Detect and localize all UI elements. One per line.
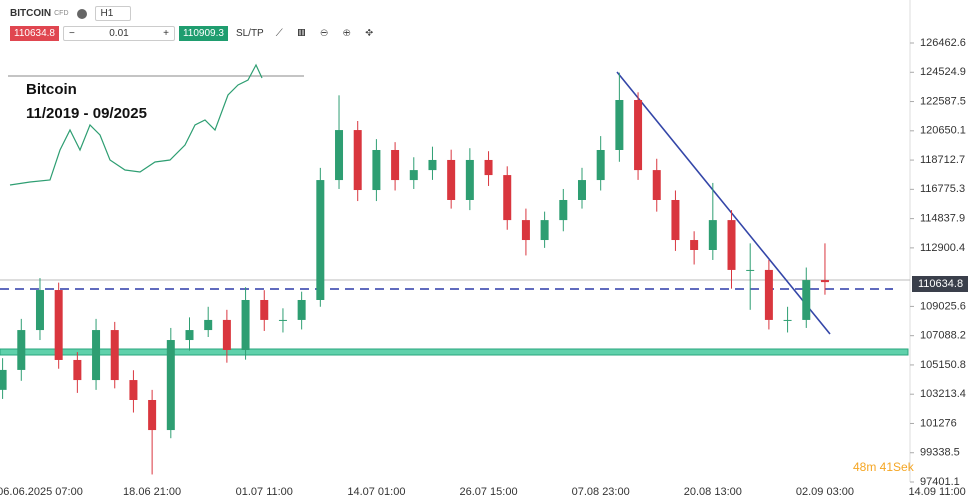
support-zone — [0, 348, 909, 356]
info-icon[interactable] — [76, 8, 87, 19]
x-tick-label: 26.07 15:00 — [459, 486, 517, 498]
x-tick-label: 14.09 11:00 — [908, 486, 965, 498]
inset-period: 11/2019 - 09/2025 — [26, 105, 147, 122]
y-tick-label: 101276 — [920, 417, 957, 429]
x-tick-label: 14.07 01:00 — [347, 486, 405, 498]
candle-body — [316, 180, 325, 300]
inset-bg — [8, 57, 304, 202]
candle-body — [727, 220, 736, 270]
y-tick-label: 112900.4 — [920, 242, 965, 254]
candle-body — [92, 330, 101, 381]
toolbar-row-2: 110634.8 − 0.01 + 110909.3 SL/TP ⟋ ▥ ⊖ ⊕ ✥ — [10, 26, 379, 41]
candle-body — [577, 180, 586, 200]
inset-title: Bitcoin — [26, 81, 77, 98]
candle-body — [409, 170, 418, 181]
tool-icons[interactable]: ⟋ ▥ ⊖ ⊕ ✥ — [275, 28, 380, 39]
price-box — [912, 276, 968, 292]
candle-body — [391, 149, 400, 181]
toolbar-row-1: BITCOIN CFD H1 — [10, 6, 131, 21]
candle-body — [465, 159, 474, 200]
x-tick-label: 20.08 13:00 — [684, 486, 742, 498]
candle-body — [166, 340, 175, 431]
candle-body — [596, 149, 605, 181]
candle-body — [35, 290, 44, 331]
candle-body — [54, 290, 63, 360]
instrument-kind: CFD — [54, 10, 69, 17]
buy-price[interactable]: 110909.3 — [178, 26, 228, 41]
y-tick-label: 97401.1 — [920, 476, 960, 488]
candle-body — [540, 220, 549, 241]
y-tick-label: 103213.4 — [920, 388, 966, 400]
candle-body — [820, 280, 829, 283]
candle-body — [372, 149, 381, 191]
y-tick-label: 99338.5 — [920, 447, 960, 459]
candle-body — [0, 369, 7, 390]
y-tick-label: 118712.7 — [920, 154, 965, 166]
timeframe[interactable]: H1 — [94, 6, 131, 21]
candle-body — [73, 359, 82, 381]
candle-body — [447, 159, 456, 200]
y-tick-label: 124524.9 — [920, 66, 966, 78]
symbol[interactable]: BITCOIN — [10, 8, 52, 19]
candle-body — [764, 269, 773, 320]
sell-price[interactable]: 110634.8 — [10, 26, 59, 41]
x-tick-label: 01.07 11:00 — [236, 486, 293, 498]
y-tick-label: 109025.6 — [920, 300, 966, 312]
candle-body — [297, 299, 306, 320]
candle-body — [185, 330, 194, 341]
x-tick-label: 18.06 21:00 — [123, 486, 181, 498]
inset: Bitcoin 11/2019 - 09/2025 — [8, 57, 304, 202]
candle-body — [503, 175, 512, 221]
candle-body — [559, 199, 568, 221]
candle-body — [690, 240, 699, 250]
candle-body — [783, 319, 792, 321]
countdown: 48m 41Sek — [853, 460, 915, 474]
candle-body — [802, 280, 811, 320]
candle-body — [634, 99, 643, 171]
y-tick-label: 105150.8 — [920, 359, 966, 371]
candle-body — [615, 99, 624, 150]
candles — [0, 72, 829, 475]
y-tick-label: 126462.6 — [920, 37, 966, 49]
y-tick-label: 116775.3 — [920, 183, 965, 195]
plus-icon[interactable]: + — [163, 28, 169, 39]
quantity: 0.01 — [109, 28, 129, 39]
candle-body — [521, 220, 530, 241]
candle-body — [671, 199, 680, 241]
candle-body — [353, 130, 362, 191]
price-label: 110634.8 — [918, 278, 963, 290]
candle-body — [278, 319, 287, 321]
candle-body — [222, 319, 231, 350]
candle-body — [241, 299, 250, 350]
candle-body — [484, 159, 493, 176]
candle-body — [335, 130, 344, 181]
candle-body — [428, 159, 437, 171]
candle-body — [708, 220, 717, 250]
candle-body — [129, 380, 138, 400]
y-tick-label: 107088.2 — [920, 330, 966, 342]
candle-body — [148, 399, 157, 431]
trend-line — [616, 71, 831, 335]
candle-body — [652, 170, 661, 200]
x-tick-label: 07.08 23:00 — [572, 486, 630, 498]
candle-body — [110, 330, 119, 381]
y-tick-label: 114837.9 — [920, 213, 965, 225]
candle-body — [746, 269, 755, 271]
inset-chart — [9, 63, 263, 186]
candle-body — [17, 330, 26, 370]
y-tick-label: 120650.1 — [920, 125, 966, 137]
candle-body — [204, 319, 213, 331]
y-tick-label: 122587.5 — [920, 95, 966, 107]
minus-icon[interactable]: − — [68, 28, 75, 39]
x-tick-label: 02.09 03:00 — [796, 486, 854, 498]
x-tick-label: 06.06.2025 07:00 — [0, 486, 83, 498]
sltp[interactable]: SL/TP — [235, 28, 264, 39]
quantity-input[interactable]: − 0.01 + — [62, 26, 175, 41]
candle-body — [260, 299, 269, 320]
